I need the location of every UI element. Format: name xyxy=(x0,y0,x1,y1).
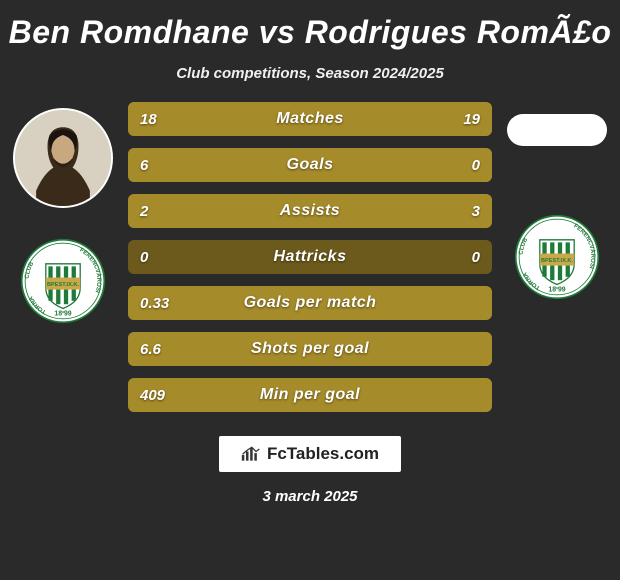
player1-photo xyxy=(13,108,113,208)
player2-photo-placeholder xyxy=(507,114,607,146)
subtitle: Club competitions, Season 2024/2025 xyxy=(176,65,444,82)
player2-column: FERENCVÁROSI TORNA CLUB BPEST.IX.K. 18 9… xyxy=(502,102,612,300)
stat-row: 6Goals0 xyxy=(128,148,492,182)
stat-label: Matches xyxy=(128,102,492,136)
stat-value-right: 0 xyxy=(472,148,480,182)
svg-text:BPEST.IX.K.: BPEST.IX.K. xyxy=(47,282,79,288)
stat-label: Hattricks xyxy=(128,240,492,274)
footer-brand-text: FcTables.com xyxy=(267,444,379,464)
stat-row: 409Min per goal xyxy=(128,378,492,412)
page-title: Ben Romdhane vs Rodrigues RomÃ£o xyxy=(9,14,612,51)
player1-column: FERENCVÁROSI TORNA CLUB BPEST.IX.K. 18 9… xyxy=(8,102,118,324)
stats-column: 18Matches196Goals02Assists30Hattricks00.… xyxy=(118,102,502,412)
stat-row: 2Assists3 xyxy=(128,194,492,228)
stat-value-right: 0 xyxy=(472,240,480,274)
stat-label: Goals per match xyxy=(128,286,492,320)
stat-label: Goals xyxy=(128,148,492,182)
svg-text:18: 18 xyxy=(54,310,62,317)
stat-label: Assists xyxy=(128,194,492,228)
player1-club-badge: FERENCVÁROSI TORNA CLUB BPEST.IX.K. 18 9… xyxy=(20,238,106,324)
person-icon xyxy=(15,110,111,206)
player2-club-badge: FERENCVÁROSI TORNA CLUB BPEST.IX.K. 18 9… xyxy=(514,214,600,300)
stat-row: 18Matches19 xyxy=(128,102,492,136)
stat-value-right: 3 xyxy=(472,194,480,228)
footer-brand: FcTables.com xyxy=(219,436,401,472)
footer-date: 3 march 2025 xyxy=(262,488,357,505)
bar-chart-icon xyxy=(241,446,261,462)
stat-row: 6.6Shots per goal xyxy=(128,332,492,366)
stat-row: 0.33Goals per match xyxy=(128,286,492,320)
stat-label: Shots per goal xyxy=(128,332,492,366)
stat-label: Min per goal xyxy=(128,378,492,412)
stat-value-right: 19 xyxy=(463,102,480,136)
content-row: FERENCVÁROSI TORNA CLUB BPEST.IX.K. 18 9… xyxy=(8,102,612,412)
stat-row: 0Hattricks0 xyxy=(128,240,492,274)
comparison-card: Ben Romdhane vs Rodrigues RomÃ£o Club co… xyxy=(0,0,620,580)
svg-text:18: 18 xyxy=(548,286,556,293)
svg-text:BPEST.IX.K.: BPEST.IX.K. xyxy=(541,258,573,264)
svg-text:99: 99 xyxy=(64,310,72,317)
svg-text:99: 99 xyxy=(558,286,566,293)
